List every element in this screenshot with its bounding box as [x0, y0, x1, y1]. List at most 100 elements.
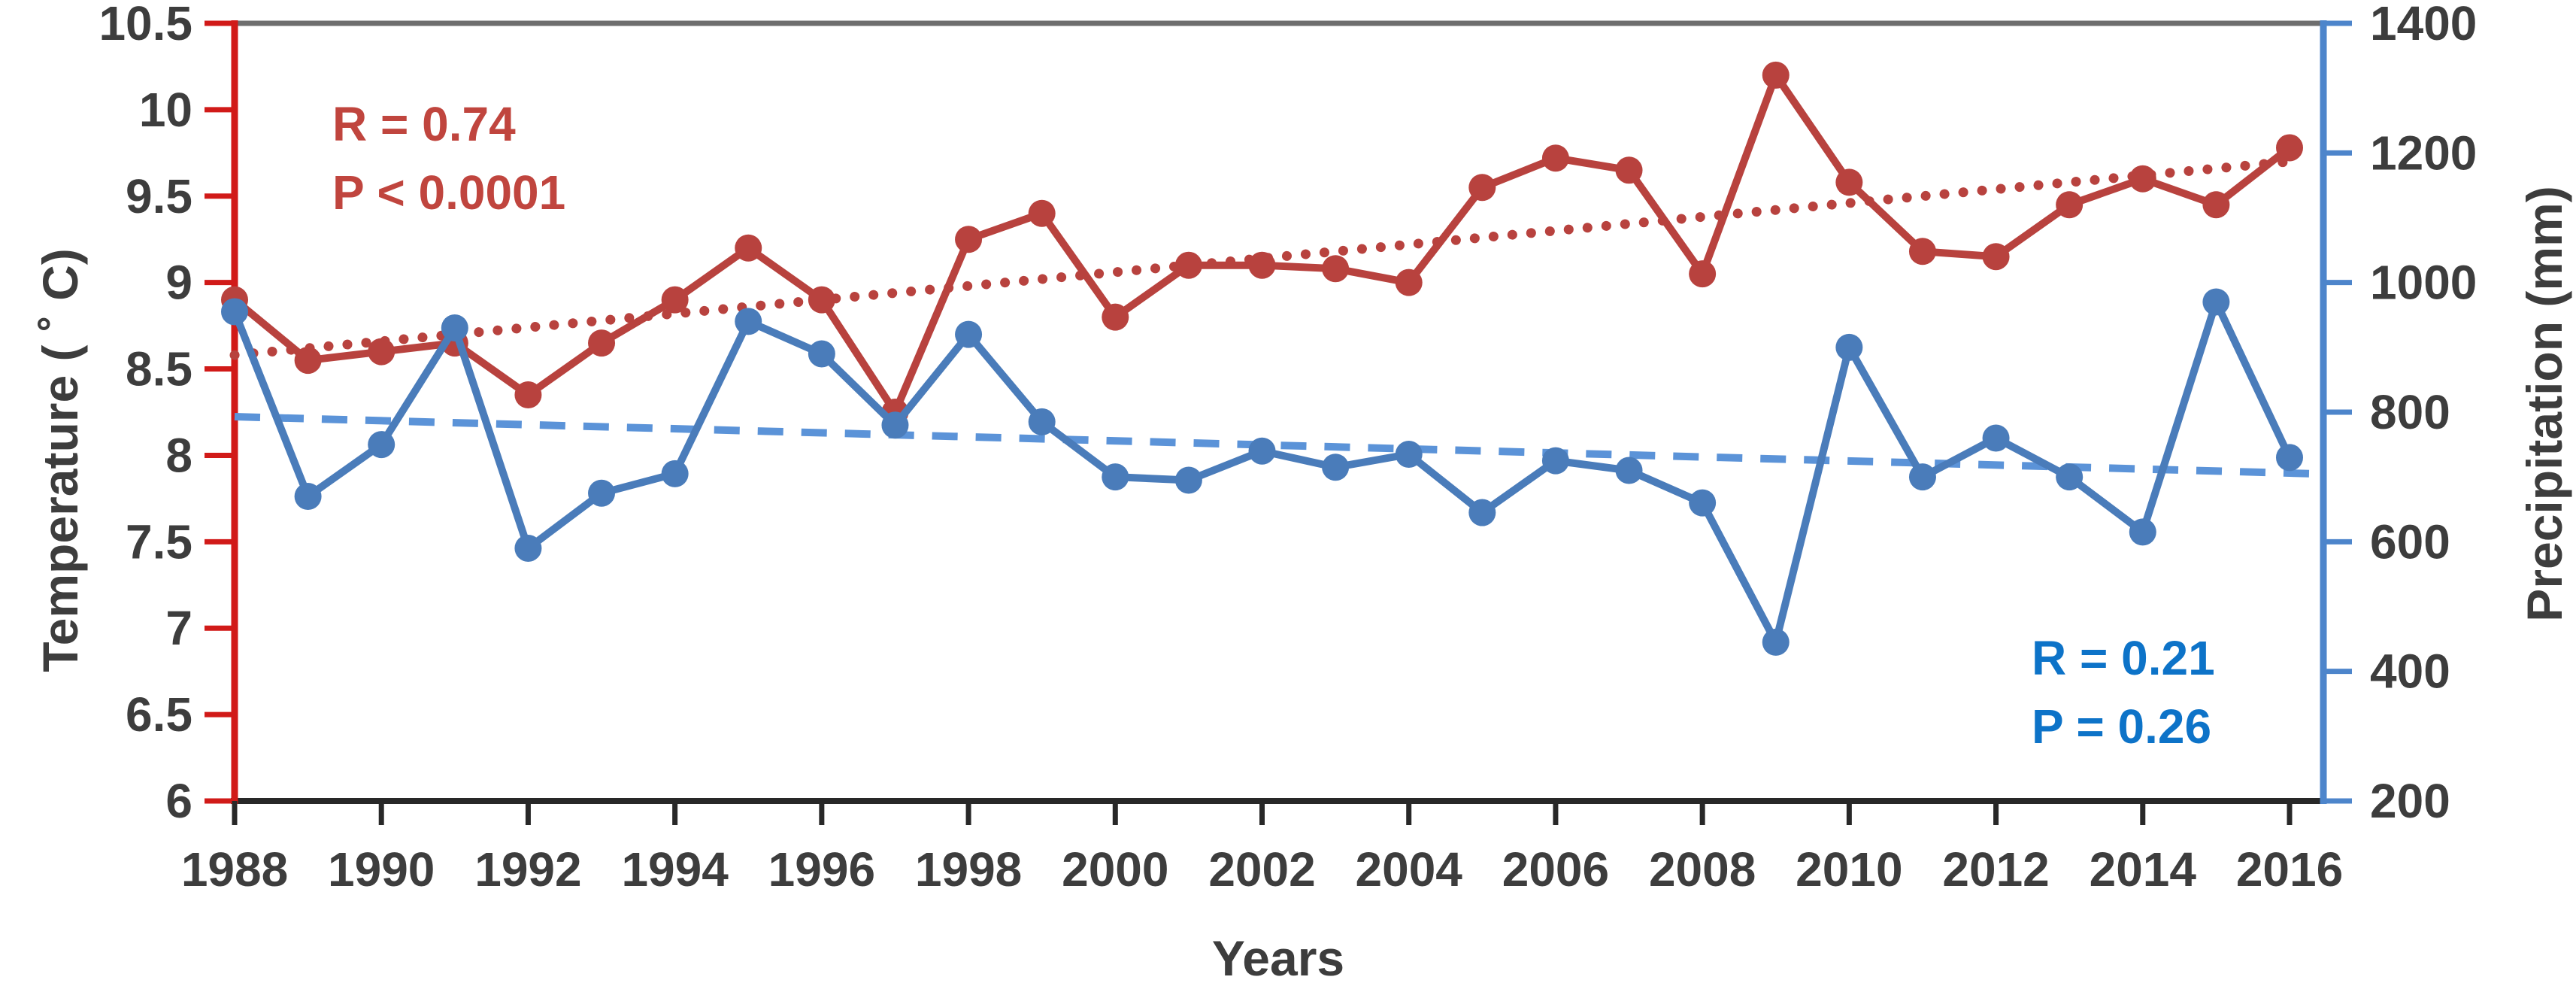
left-axis-tick-label: 10.5: [98, 0, 192, 50]
precipitation-r-value: R = 0.21: [2032, 631, 2215, 685]
temperature-point: [2202, 191, 2230, 219]
right-axis-tick-label: 1000: [2370, 256, 2477, 310]
right-axis-tick-label: 1400: [2370, 0, 2477, 50]
right-axis-tick-label: 600: [2370, 514, 2450, 569]
temperature-point: [735, 234, 762, 262]
precipitation-point: [1395, 441, 1423, 469]
precipitation-point: [2202, 288, 2230, 316]
left-axis-tick-label: 9: [165, 256, 192, 310]
precipitation-point: [2276, 444, 2303, 472]
right-axis-tick-label: 200: [2370, 774, 2450, 828]
temperature-point: [2276, 134, 2303, 162]
precipitation-point: [955, 320, 983, 348]
temperature-point: [1762, 61, 1790, 89]
precipitation-point: [881, 411, 909, 439]
precipitation-point: [1174, 466, 1202, 494]
x-axis-tick-label: 2012: [1942, 842, 2049, 896]
left-axis-tick-label: 6: [165, 774, 192, 828]
precipitation-point: [1689, 489, 1717, 517]
precipitation-point: [368, 431, 395, 459]
left-axis-tick-label: 6.5: [126, 687, 192, 742]
temperature-point: [1174, 251, 1202, 279]
x-axis-tick-label: 2002: [1208, 842, 1315, 896]
right-axis-tick-label: 800: [2370, 385, 2450, 439]
temperature-point: [1395, 268, 1423, 296]
left-axis-tick-label: 10: [139, 83, 192, 137]
precipitation-point: [1248, 437, 1276, 465]
temperature-point: [1689, 260, 1717, 288]
temperature-point: [1541, 144, 1569, 172]
temperature-point: [2129, 165, 2156, 193]
right-axis-tick-label: 400: [2370, 645, 2450, 699]
x-axis-tick-label: 2014: [2090, 842, 2197, 896]
temperature-point: [1468, 174, 1496, 202]
precipitation-point: [1322, 454, 1350, 481]
x-axis-tick-label: 2010: [1796, 842, 1902, 896]
right-axis-tick-label: 1200: [2370, 126, 2477, 180]
x-axis-tick-label: 1998: [915, 842, 1022, 896]
temperature-point: [1248, 251, 1276, 279]
precipitation-point: [1908, 463, 1936, 491]
right-axis-title: Precipitation (mm): [2517, 186, 2572, 622]
left-axis-tick-label: 7.5: [126, 514, 192, 569]
precipitation-point: [221, 298, 248, 326]
temperature-point: [588, 329, 616, 357]
precipitation-point: [1102, 463, 1129, 491]
temperature-point: [294, 347, 322, 375]
precipitation-point: [661, 460, 689, 487]
temperature-point: [2056, 191, 2084, 219]
temperature-point: [514, 381, 542, 409]
temperature-point: [368, 338, 395, 366]
precipitation-point: [1615, 457, 1643, 484]
temperature-p-value: P < 0.0001: [332, 165, 566, 220]
temperature-r-value: R = 0.74: [332, 97, 516, 151]
precipitation-point: [735, 308, 762, 335]
precipitation-point: [1028, 408, 1056, 435]
x-axis-tick-label: 1992: [474, 842, 581, 896]
precipitation-point: [1835, 333, 1863, 361]
x-axis-tick-label: 2006: [1502, 842, 1609, 896]
precipitation-point: [2056, 463, 2084, 491]
precipitation-stats-annotation: R = 0.21 P = 0.26: [2032, 624, 2215, 761]
x-axis-tick-label: 1994: [621, 842, 729, 896]
temperature-point: [955, 226, 983, 253]
precipitation-point: [1762, 628, 1790, 656]
x-axis-tick-label: 2000: [1062, 842, 1168, 896]
left-axis-tick-label: 7: [165, 601, 192, 655]
precipitation-p-value: P = 0.26: [2032, 699, 2212, 754]
x-axis-title: Years: [1211, 930, 1345, 986]
left-axis-tick-label: 8.5: [126, 342, 192, 396]
precipitation-point: [1468, 499, 1496, 526]
x-axis-tick-label: 1990: [328, 842, 435, 896]
x-axis-tick-label: 1996: [768, 842, 875, 896]
left-axis-tick-label: 9.5: [126, 169, 192, 223]
temperature-trendline: [229, 156, 2295, 360]
temperature-point: [1835, 168, 1863, 196]
x-axis-tick-label: 2016: [2236, 842, 2343, 896]
precipitation-point: [441, 314, 468, 341]
temperature-stats-annotation: R = 0.74 P < 0.0001: [332, 90, 565, 227]
x-axis-tick-label: 1988: [181, 842, 288, 896]
temperature-point: [661, 286, 689, 314]
temperature-point: [1028, 199, 1056, 227]
precipitation-point: [588, 479, 616, 507]
precipitation-point: [808, 340, 835, 368]
temperature-point: [1982, 243, 2010, 271]
temperature-point: [808, 286, 835, 314]
precipitation-point: [1541, 447, 1569, 475]
precipitation-point: [1982, 424, 2010, 452]
precipitation-point: [294, 483, 322, 511]
precipitation-point: [2129, 518, 2156, 546]
temperature-point: [1102, 303, 1129, 331]
temperature-point: [1908, 238, 1936, 265]
left-axis-tick-label: 8: [165, 428, 192, 482]
temperature-point: [1322, 255, 1350, 283]
precipitation-line: [231, 298, 2293, 646]
x-axis-tick-label: 2004: [1356, 842, 1463, 896]
left-axis-title: Temperature ( ˚ C): [32, 248, 88, 672]
x-axis-tick-label: 2008: [1649, 842, 1756, 896]
temperature-point: [1615, 156, 1643, 184]
precipitation-point: [514, 534, 542, 562]
